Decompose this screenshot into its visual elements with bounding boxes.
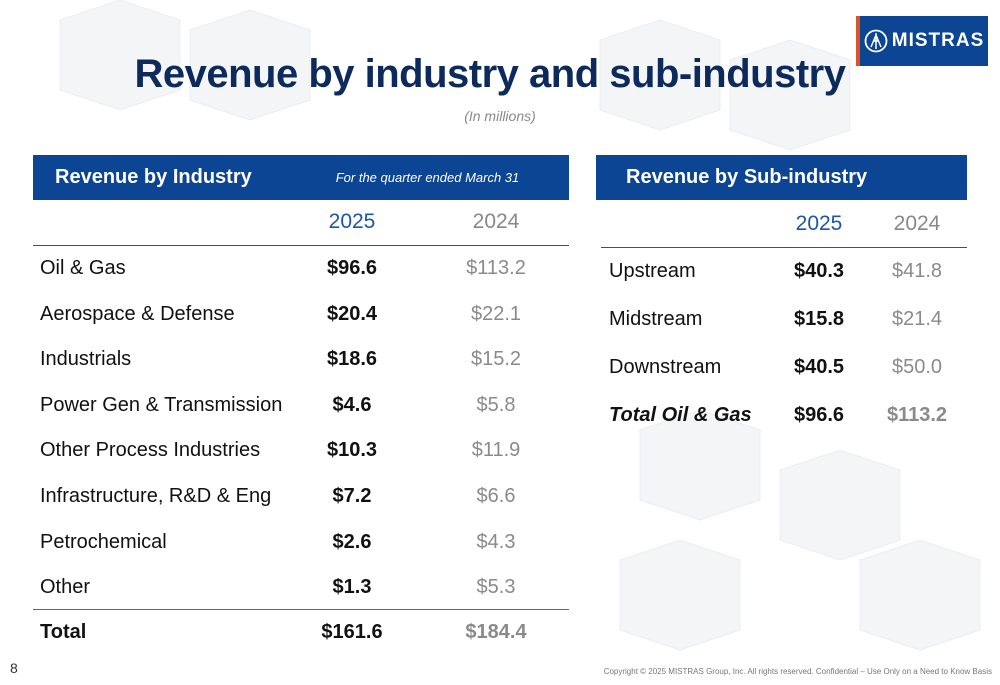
subindustry-total-2025: $96.6 (793, 404, 845, 426)
industry-row: Oil & Gas $96.6 $113.2 (40, 257, 570, 287)
industry-col-2025: 2025 (328, 210, 376, 233)
industry-total-row: Total $161.6 $184.4 (40, 621, 570, 651)
mistras-logo: MISTRAS (856, 16, 988, 66)
industry-row-2024: $5.3 (476, 576, 516, 599)
industry-header-divider (33, 245, 569, 246)
industry-row: Other Process Industries $10.3 $11.9 (40, 439, 570, 469)
subindustry-header-divider (601, 247, 967, 248)
industry-total-divider (33, 609, 569, 610)
industry-row: Aerospace & Defense $20.4 $22.1 (40, 303, 570, 333)
industry-row-2024: $113.2 (466, 257, 526, 279)
mistras-logo-icon (864, 29, 888, 53)
industry-row-2025: $4.6 (332, 393, 372, 416)
industry-table-title: Revenue by Industry (55, 166, 252, 188)
subindustry-row: Midstream $15.8 $21.4 (609, 308, 967, 338)
industry-row-2025: $10.3 (326, 439, 378, 462)
subindustry-col-2024: 2024 (893, 212, 941, 235)
logo-text: MISTRAS (891, 30, 985, 51)
industry-table-header: Revenue by Industry For the quarter ende… (33, 155, 569, 200)
page-subtitle: (In millions) (464, 108, 536, 124)
subindustry-row: Downstream $40.5 $50.0 (609, 356, 967, 386)
industry-row-2025: $96.6 (326, 257, 378, 279)
industry-row: Infrastructure, R&D & Eng $7.2 $6.6 (40, 485, 570, 515)
industry-row-2024: $5.8 (476, 393, 516, 416)
industry-row-2025: $2.6 (332, 530, 372, 553)
copyright-footer: Copyright © 2025 MISTRAS Group, Inc. All… (603, 667, 992, 676)
page-title: Revenue by industry and sub-industry (134, 52, 846, 96)
industry-row-2025: $18.6 (326, 348, 378, 371)
subindustry-row-2025: $40.3 (793, 260, 845, 282)
industry-row-label: Infrastructure, R&D & Eng (40, 485, 272, 507)
subindustry-total-2024: $113.2 (886, 404, 948, 426)
subindustry-col-2025: 2025 (795, 212, 843, 235)
subindustry-row-label: Upstream (609, 260, 696, 282)
industry-row: Other $1.3 $5.3 (40, 576, 570, 606)
subindustry-row-2025: $40.5 (793, 356, 845, 378)
industry-row-label: Oil & Gas (40, 257, 126, 279)
subindustry-row-2025: $15.8 (793, 308, 845, 330)
industry-row: Industrials $18.6 $15.2 (40, 348, 570, 378)
industry-row: Petrochemical $2.6 $4.3 (40, 531, 570, 561)
subindustry-row: Upstream $40.3 $41.8 (609, 260, 967, 290)
industry-total-label: Total (40, 621, 87, 643)
industry-col-2024: 2024 (472, 210, 520, 233)
subindustry-row-label: Midstream (609, 308, 703, 330)
subindustry-table-header: Revenue by Sub-industry (596, 155, 967, 200)
industry-row-2024: $6.6 (476, 485, 516, 507)
industry-row-2024: $22.1 (470, 302, 522, 325)
industry-row-2024: $4.3 (476, 530, 516, 553)
industry-total-2024: $184.4 (465, 621, 527, 643)
industry-row: Power Gen & Transmission $4.6 $5.8 (40, 394, 570, 424)
industry-total-2025: $161.6 (321, 621, 383, 643)
industry-row-2025: $1.3 (332, 576, 372, 599)
industry-row-label: Power Gen & Transmission (40, 393, 283, 416)
industry-table-period-note: For the quarter ended March 31 (335, 170, 520, 185)
subindustry-row-label: Downstream (609, 356, 722, 378)
industry-row-label: Petrochemical (40, 530, 167, 553)
industry-row-label: Industrials (40, 348, 132, 371)
page-number: 8 (10, 660, 18, 676)
industry-row-2024: $11.9 (471, 439, 521, 462)
industry-row-label: Other (40, 576, 91, 599)
industry-row-2025: $7.2 (332, 485, 372, 507)
subindustry-row-2024: $41.8 (891, 260, 943, 282)
subindustry-row-2024: $50.0 (891, 356, 943, 378)
industry-row-label: Other Process Industries (40, 439, 261, 462)
industry-row-2025: $20.4 (326, 302, 378, 325)
subindustry-total-label: Total Oil & Gas (609, 404, 752, 426)
subindustry-table-title: Revenue by Sub-industry (626, 166, 868, 188)
industry-row-2024: $15.2 (470, 348, 522, 371)
subindustry-row-2024: $21.4 (891, 308, 943, 330)
industry-row-label: Aerospace & Defense (40, 302, 235, 325)
subindustry-total-row: Total Oil & Gas $96.6 $113.2 (609, 404, 967, 434)
